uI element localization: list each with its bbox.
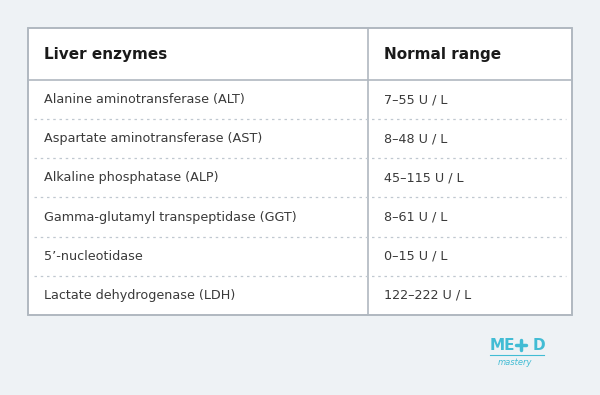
- Text: 45–115 U / L: 45–115 U / L: [384, 171, 464, 184]
- Text: 122–222 U / L: 122–222 U / L: [384, 289, 471, 302]
- Text: ME: ME: [490, 338, 515, 353]
- Text: 7–55 U / L: 7–55 U / L: [384, 93, 448, 106]
- Text: 0–15 U / L: 0–15 U / L: [384, 250, 448, 263]
- Text: Lactate dehydrogenase (LDH): Lactate dehydrogenase (LDH): [44, 289, 235, 302]
- Text: mastery: mastery: [498, 358, 533, 367]
- Text: Gamma-glutamyl transpeptidase (GGT): Gamma-glutamyl transpeptidase (GGT): [44, 211, 296, 224]
- Bar: [28, 28, 572, 315]
- Text: 8–48 U / L: 8–48 U / L: [384, 132, 447, 145]
- Text: Normal range: Normal range: [384, 47, 501, 62]
- Text: Alkaline phosphatase (ALP): Alkaline phosphatase (ALP): [44, 171, 218, 184]
- Text: Alanine aminotransferase (ALT): Alanine aminotransferase (ALT): [44, 93, 245, 106]
- Bar: [28, 28, 572, 315]
- Text: 8–61 U / L: 8–61 U / L: [384, 211, 447, 224]
- Text: D: D: [533, 338, 545, 353]
- Text: Aspartate aminotransferase (AST): Aspartate aminotransferase (AST): [44, 132, 262, 145]
- Text: Liver enzymes: Liver enzymes: [44, 47, 167, 62]
- Text: 5’-nucleotidase: 5’-nucleotidase: [44, 250, 143, 263]
